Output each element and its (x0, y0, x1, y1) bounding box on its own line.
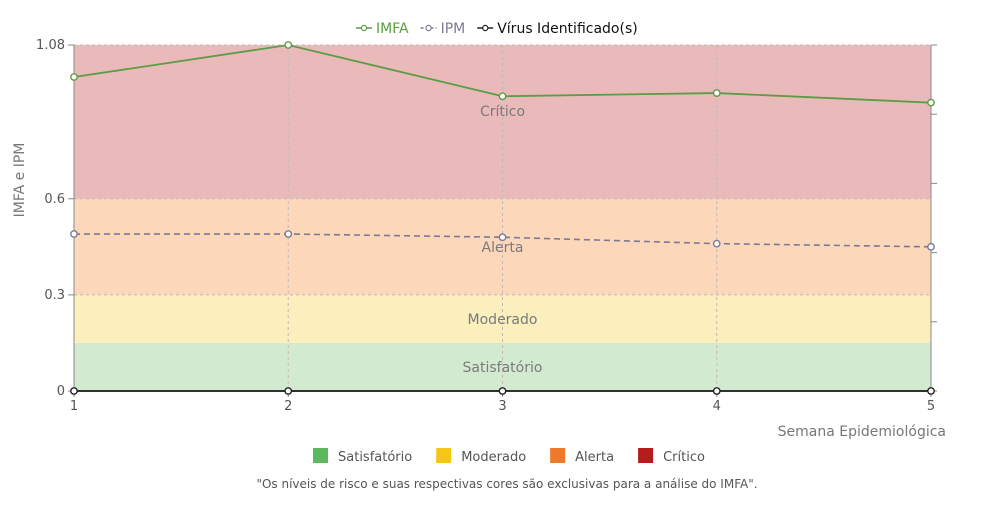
y-tick-label-2: 0.6 (44, 192, 65, 207)
x-tick-label-2: 3 (498, 399, 506, 414)
risk-legend-label-0: Satisfatório (338, 450, 412, 465)
y-tick-label-0: 0 (57, 384, 65, 399)
band-label-0: Satisfatório (463, 360, 543, 376)
legend-top-marker-0 (360, 24, 368, 32)
series-1-point-0 (70, 230, 78, 238)
series-0-point-4 (927, 98, 935, 107)
series-0-point-2 (498, 92, 507, 101)
band-label-2: Alerta (482, 240, 524, 256)
legend-top-label-0: IMFA (376, 21, 409, 37)
y-axis-title: IMFA e IPM (12, 143, 28, 218)
risk-legend-label-1: Moderado (461, 450, 526, 465)
series-1-point-1 (284, 230, 293, 238)
band-3 (74, 45, 931, 199)
series-line-1 (74, 233, 932, 248)
series-1-point-2 (498, 233, 507, 242)
risk-legend-swatch-0 (313, 448, 328, 463)
x-tick-label-3: 4 (713, 399, 721, 414)
risk-legend-swatch-3 (638, 448, 654, 463)
series-1-point-3 (712, 239, 721, 248)
x-tick-label-4: 5 (927, 399, 935, 414)
series-2-point-2 (498, 387, 507, 395)
y-tick-label-1: 0.3 (44, 288, 65, 303)
grid-lines (74, 44, 931, 391)
series-2-point-0 (70, 387, 78, 395)
legend-top-marker-2 (482, 24, 489, 32)
series-1-point-4 (927, 242, 935, 251)
x-tick-label-0: 1 (70, 399, 78, 414)
risk-legend-swatch-2 (550, 448, 566, 463)
series-legend: IMFA IPM Vírus Identificado(s) (356, 21, 638, 37)
footnote: "Os níveis de risco e suas respectivas c… (256, 477, 757, 491)
risk-legend-label-2: Alerta (575, 450, 614, 465)
series-2-point-1 (284, 387, 293, 395)
legend-top-label-2: Vírus Identificado(s) (497, 21, 638, 37)
band-label-3: Crítico (480, 104, 525, 120)
x-tick-label-1: 2 (284, 399, 292, 414)
series-0-point-1 (284, 41, 293, 49)
band-label-1: Moderado (468, 312, 538, 328)
x-axis-title: Semana Epidemiológica (778, 424, 946, 440)
risk-legend: Satisfatório Moderado Alerta Crítico (313, 448, 705, 465)
band-labels: Satisfatório Moderado Alerta Crítico (463, 104, 543, 376)
series-2-point-3 (712, 387, 721, 395)
risk-legend-swatch-1 (436, 448, 452, 463)
series-lines (70, 41, 935, 395)
series-0-point-0 (70, 73, 78, 81)
legend-top-marker-1 (425, 24, 432, 32)
series-0-point-3 (712, 89, 721, 97)
y-tick-label-3: 1.08 (36, 38, 65, 53)
legend-top-label-1: IPM (441, 21, 466, 37)
series-2-point-4 (927, 387, 935, 395)
risk-legend-label-3: Crítico (663, 450, 705, 465)
